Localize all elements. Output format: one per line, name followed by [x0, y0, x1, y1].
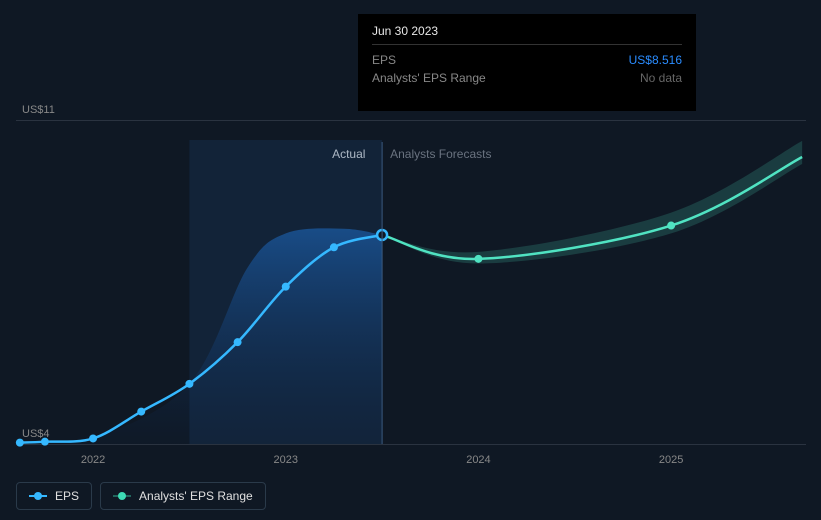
- legend-item-range[interactable]: Analysts' EPS Range: [100, 482, 266, 510]
- range-dot-icon: [113, 492, 131, 500]
- eps-marker: [234, 338, 242, 346]
- tooltip-date: Jun 30 2023: [372, 24, 682, 38]
- forecast-marker: [474, 255, 482, 263]
- tooltip: Jun 30 2023 EPS US$8.516 Analysts' EPS R…: [358, 14, 696, 111]
- eps-marker: [282, 283, 290, 291]
- eps-marker: [137, 408, 145, 416]
- forecast-line: [382, 157, 802, 259]
- eps-dot-icon: [29, 492, 47, 500]
- legend-item-eps[interactable]: EPS: [16, 482, 92, 510]
- tooltip-value-eps: US$8.516: [629, 51, 682, 69]
- eps-marker: [89, 434, 97, 442]
- eps-marker: [330, 243, 338, 251]
- tooltip-divider: [372, 44, 682, 45]
- tooltip-row-eps: EPS US$8.516: [372, 51, 682, 69]
- tooltip-label-eps: EPS: [372, 51, 396, 69]
- legend: EPS Analysts' EPS Range: [16, 482, 266, 510]
- forecast-marker: [667, 222, 675, 230]
- tooltip-value-range: No data: [640, 69, 682, 87]
- eps-marker: [16, 439, 24, 447]
- legend-label-range: Analysts' EPS Range: [139, 489, 253, 503]
- tooltip-row-range: Analysts' EPS Range No data: [372, 69, 682, 87]
- eps-marker: [41, 438, 49, 446]
- eps-marker: [185, 380, 193, 388]
- tooltip-label-range: Analysts' EPS Range: [372, 69, 486, 87]
- legend-label-eps: EPS: [55, 489, 79, 503]
